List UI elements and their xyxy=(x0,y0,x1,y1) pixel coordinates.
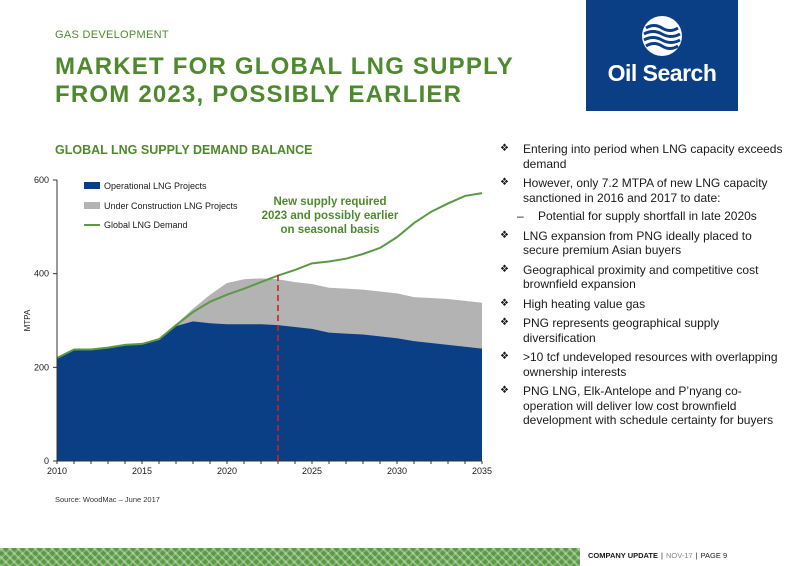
legend-swatch-operational xyxy=(84,182,100,189)
bullet-item: ❖ PNG LNG, Elk-Antelope and P’nyang co-op… xyxy=(500,384,785,428)
title-line-1: MARKET FOR GLOBAL LNG SUPPLY xyxy=(55,53,514,80)
y-tick-label: 400 xyxy=(34,269,49,279)
y-axis-label: MTPA xyxy=(23,309,32,331)
legend-label-under-construction: Under Construction LNG Projects xyxy=(104,201,238,211)
annotation-text: on seasonal basis xyxy=(280,224,379,236)
x-tick-label: 2010 xyxy=(47,466,67,476)
operational-area xyxy=(57,321,482,461)
diamond-bullet-icon: ❖ xyxy=(500,297,509,309)
y-tick-label: 200 xyxy=(34,362,49,372)
legend-label-operational: Operational LNG Projects xyxy=(104,181,207,191)
diamond-bullet-icon: ❖ xyxy=(500,351,509,362)
dash-icon: – xyxy=(517,209,524,223)
footer-date: NOV-17 xyxy=(665,551,693,560)
bullet-text: Entering into period when LNG capacity e… xyxy=(523,142,783,171)
annotation-text: 2023 and possibly earlier xyxy=(262,210,399,222)
bullet-item: ❖ >10 tcf undeveloped resources with over… xyxy=(500,350,785,379)
x-tick-label: 2020 xyxy=(217,466,237,476)
footer-band xyxy=(0,548,580,566)
bullet-item: ❖ High heating value gas xyxy=(500,297,785,312)
demand-line xyxy=(56,192,483,359)
x-tick-label: 2030 xyxy=(387,466,407,476)
page-title: MARKET FOR GLOBAL LNG SUPPLY FROM 2023, … xyxy=(55,53,514,109)
diamond-bullet-icon: ❖ xyxy=(500,317,509,328)
x-tick-label: 2035 xyxy=(472,466,492,476)
bullet-text: LNG expansion from PNG ideally placed to… xyxy=(523,228,752,258)
bullet-text: Geographical proximity and competitive c… xyxy=(523,262,759,292)
y-tick-label: 600 xyxy=(34,175,49,185)
bullet-text: PNG LNG, Elk-Antelope and P’nyang co-ope… xyxy=(523,384,774,427)
legend-label-demand: Global LNG Demand xyxy=(104,220,188,230)
diamond-bullet-icon: ❖ xyxy=(500,385,509,396)
wave-emblem-icon xyxy=(642,16,682,56)
annotation-text: New supply required xyxy=(273,196,386,208)
logo-text: Oil Search xyxy=(607,60,717,86)
x-tick-label: 2015 xyxy=(132,466,152,476)
sub-bullet-item: – Potential for supply shortfall in late … xyxy=(500,209,785,224)
footer-text: COMPANY UPDATE | NOV-17 | PAGE 9 xyxy=(588,551,728,560)
y-tick-label: 0 xyxy=(44,456,49,466)
chart-source: Source: WoodMac – June 2017 xyxy=(55,495,160,504)
x-tick-label: 2025 xyxy=(302,466,322,476)
footer-page: PAGE 9 xyxy=(700,551,728,560)
oil-search-logo: Oil Search xyxy=(586,0,738,111)
bullet-text: PNG represents geographical supply diver… xyxy=(523,316,720,345)
footer-company-update: COMPANY UPDATE xyxy=(588,551,659,560)
bullet-text: High heating value gas xyxy=(523,296,646,311)
title-line-2: FROM 2023, POSSIBLY EARLIER xyxy=(55,81,463,108)
section-label: GAS DEVELOPMENT xyxy=(55,29,169,41)
bullet-item: ❖ Entering into period when LNG capacity … xyxy=(500,142,785,171)
bullet-text: >10 tcf undeveloped resources with overl… xyxy=(523,350,778,379)
bullet-item: ❖ However, only 7.2 MTPA of new LNG capac… xyxy=(500,176,785,205)
bullet-item: ❖ PNG represents geographical supply dive… xyxy=(500,316,785,345)
diamond-bullet-icon: ❖ xyxy=(500,263,509,275)
bullet-text: However, only 7.2 MTPA of new LNG capaci… xyxy=(523,176,768,205)
lng-supply-demand-chart: 0 200 400 600 2010 2015 2020 2025 2030 2035 MTPA O… xyxy=(23,175,492,476)
diamond-bullet-icon: ❖ xyxy=(500,143,509,154)
legend-swatch-under-construction xyxy=(84,202,100,209)
chart-title: GLOBAL LNG SUPPLY DEMAND BALANCE xyxy=(55,143,313,157)
bullet-item: ❖ LNG expansion from PNG ideally placed t… xyxy=(500,229,785,258)
bullet-list: ❖ Entering into period when LNG capacity … xyxy=(500,142,785,433)
diamond-bullet-icon: ❖ xyxy=(500,229,509,241)
diamond-bullet-icon: ❖ xyxy=(500,177,509,188)
bullet-text: Potential for supply shortfall in late 2… xyxy=(538,209,757,223)
bullet-item: ❖ Geographical proximity and competitive … xyxy=(500,263,785,292)
